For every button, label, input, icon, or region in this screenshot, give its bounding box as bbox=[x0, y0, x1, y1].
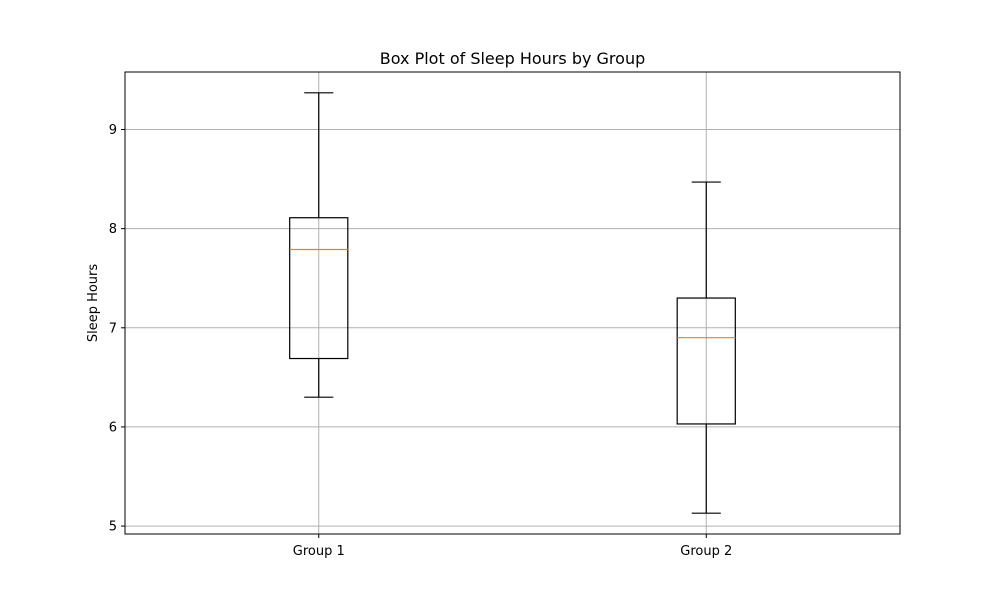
x-tick-label: Group 2 bbox=[680, 544, 732, 559]
box-group bbox=[676, 181, 736, 514]
chart-title: Box Plot of Sleep Hours by Group bbox=[380, 49, 646, 68]
tick-layer: 5 6 7 8 9 Group 1 Group 2 bbox=[109, 123, 733, 559]
y-tick-label: 6 bbox=[109, 420, 117, 435]
box-layer bbox=[289, 92, 736, 514]
grid-layer bbox=[125, 72, 900, 534]
y-axis-label: Sleep Hours bbox=[86, 264, 101, 343]
y-tick-label: 7 bbox=[109, 321, 117, 336]
y-tick-label: 8 bbox=[109, 222, 117, 237]
iqr-box bbox=[676, 297, 736, 425]
y-tick-label: 5 bbox=[109, 520, 117, 535]
y-tick-label: 9 bbox=[109, 123, 117, 138]
iqr-box bbox=[289, 217, 349, 360]
box-group bbox=[289, 92, 349, 398]
plot-frame bbox=[124, 71, 901, 535]
x-tick-label: Group 1 bbox=[293, 544, 345, 559]
